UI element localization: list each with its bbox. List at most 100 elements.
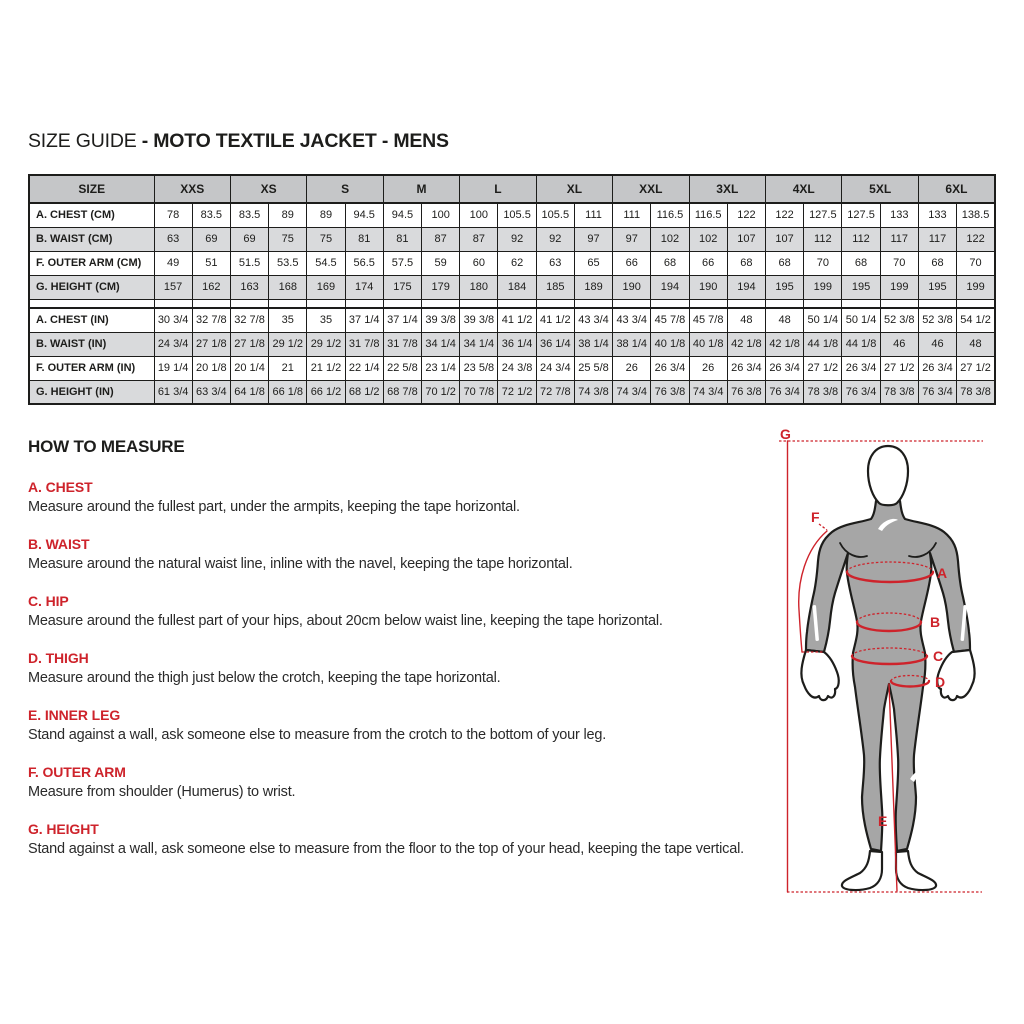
size-value-cell: 111	[612, 202, 652, 228]
measure-item-text: Measure around the fullest part, under t…	[28, 499, 520, 515]
size-value-cell: 100	[421, 202, 461, 228]
size-value-cell: 51.5	[229, 250, 270, 276]
size-value-cell: 133	[917, 202, 958, 228]
size-value-cell: 138.5	[956, 202, 996, 228]
size-value-cell: 24 3/4	[535, 355, 575, 381]
size-value-cell: 26 3/4	[841, 355, 881, 381]
size-value-cell: 75	[306, 226, 346, 252]
size-value-cell: 102	[650, 226, 690, 252]
size-value-cell: 48	[764, 307, 805, 333]
page-title-normal: SIZE GUIDE	[28, 130, 142, 152]
size-value-cell: 70	[803, 250, 843, 276]
size-value-cell: 199	[879, 274, 919, 300]
hip-line-back	[851, 647, 928, 657]
size-value-cell: 74 3/4	[612, 379, 652, 405]
size-value-cell: 72 1/2	[497, 379, 537, 405]
size-value-cell: 26	[688, 355, 728, 381]
spacer-cell	[421, 298, 461, 309]
size-value-cell: 39 3/8	[421, 307, 461, 333]
size-value-cell: 89	[306, 202, 346, 228]
size-value-cell: 100	[459, 202, 499, 228]
size-value-cell: 34 1/4	[421, 331, 461, 357]
size-value-cell: 87	[459, 226, 499, 252]
page-title-bold: - MOTO TEXTILE JACKET - MENS	[141, 130, 449, 152]
size-column-header: L	[459, 174, 537, 204]
size-value-cell: 44 1/8	[841, 331, 881, 357]
size-value-cell: 92	[535, 226, 575, 252]
spacer-cell	[344, 298, 384, 309]
measure-item-thigh: D. THIGH Measure around the thigh just b…	[28, 650, 773, 688]
size-value-cell: 36 1/4	[535, 331, 575, 357]
measure-item-label: G. HEIGHT	[28, 821, 99, 837]
spacer-cell	[917, 298, 958, 309]
spacer-cell	[650, 298, 690, 309]
size-value-cell: 42 1/8	[764, 331, 805, 357]
chest-line	[845, 570, 935, 584]
size-value-cell: 52 3/8	[917, 307, 958, 333]
measure-item-label: B. WAIST	[28, 536, 90, 552]
size-value-cell: 190	[688, 274, 728, 300]
size-value-cell: 63	[535, 250, 575, 276]
size-column-header: XL	[535, 174, 614, 204]
size-value-cell: 38 1/4	[573, 331, 614, 357]
size-value-cell: 21 1/2	[306, 355, 346, 381]
right-hand	[936, 648, 976, 702]
figure-label-chest: A	[937, 565, 947, 581]
outer-arm-tie-top	[818, 523, 828, 531]
size-value-cell: 41 1/2	[497, 307, 537, 333]
size-value-cell: 76 3/4	[764, 379, 805, 405]
size-value-cell: 40 1/8	[650, 331, 690, 357]
measure-item-text: Stand against a wall, ask someone else t…	[28, 841, 744, 857]
size-value-cell: 24 3/8	[497, 355, 537, 381]
spacer-cell	[879, 298, 919, 309]
size-value-cell: 112	[841, 226, 881, 252]
size-value-cell: 37 1/4	[382, 307, 423, 333]
size-value-cell: 48	[956, 331, 996, 357]
size-value-cell: 54 1/2	[956, 307, 996, 333]
size-value-cell: 59	[421, 250, 461, 276]
size-value-cell: 27 1/2	[803, 355, 843, 381]
size-value-cell: 22 5/8	[382, 355, 423, 381]
size-value-cell: 78 3/8	[879, 379, 919, 405]
size-value-cell: 127.5	[803, 202, 843, 228]
size-value-cell: 195	[917, 274, 958, 300]
size-value-cell: 23 5/8	[459, 355, 499, 381]
size-value-cell: 62	[497, 250, 537, 276]
table-header-size: SIZE	[28, 174, 155, 204]
size-value-cell: 70 7/8	[459, 379, 499, 405]
size-value-cell: 45 7/8	[650, 307, 690, 333]
spacer-cell	[382, 298, 423, 309]
figure-label-outer-arm: F	[811, 509, 820, 525]
measure-item-text: Stand against a wall, ask someone else t…	[28, 727, 607, 743]
size-value-cell: 43 3/4	[573, 307, 614, 333]
left-foot	[840, 849, 884, 892]
size-column-header: 4XL	[764, 174, 843, 204]
size-value-cell: 68	[764, 250, 805, 276]
size-value-cell: 51	[191, 250, 231, 276]
size-value-cell: 122	[764, 202, 805, 228]
table-row: F. OUTER ARM (IN) 19 1/4 20 1/8 20 1/4 21 21 …	[28, 355, 996, 381]
size-value-cell: 54.5	[306, 250, 346, 276]
size-value-cell: 25 5/8	[573, 355, 614, 381]
size-value-cell: 74 3/8	[573, 379, 614, 405]
size-value-cell: 44 1/8	[803, 331, 843, 357]
size-value-cell: 78 3/8	[956, 379, 996, 405]
spacer-cell	[573, 298, 614, 309]
chest-logo-icon	[878, 518, 898, 531]
size-value-cell: 61 3/4	[153, 379, 193, 405]
size-table-head: SIZE XXS XS S M L XL XXL 3XL 4XL 5XL 6XL	[28, 174, 996, 204]
thigh-line	[889, 679, 931, 688]
size-value-cell: 83.5	[229, 202, 270, 228]
size-value-cell: 68	[650, 250, 690, 276]
spacer-cell	[28, 298, 155, 309]
size-value-cell: 122	[726, 202, 767, 228]
size-value-cell: 116.5	[688, 202, 728, 228]
size-value-cell: 35	[268, 307, 308, 333]
size-value-cell: 34 1/4	[459, 331, 499, 357]
size-value-cell: 26 3/4	[764, 355, 805, 381]
size-value-cell: 32 7/8	[229, 307, 270, 333]
size-value-cell: 27 1/2	[956, 355, 996, 381]
size-value-cell: 27 1/2	[879, 355, 919, 381]
size-column-header: 6XL	[917, 174, 996, 204]
